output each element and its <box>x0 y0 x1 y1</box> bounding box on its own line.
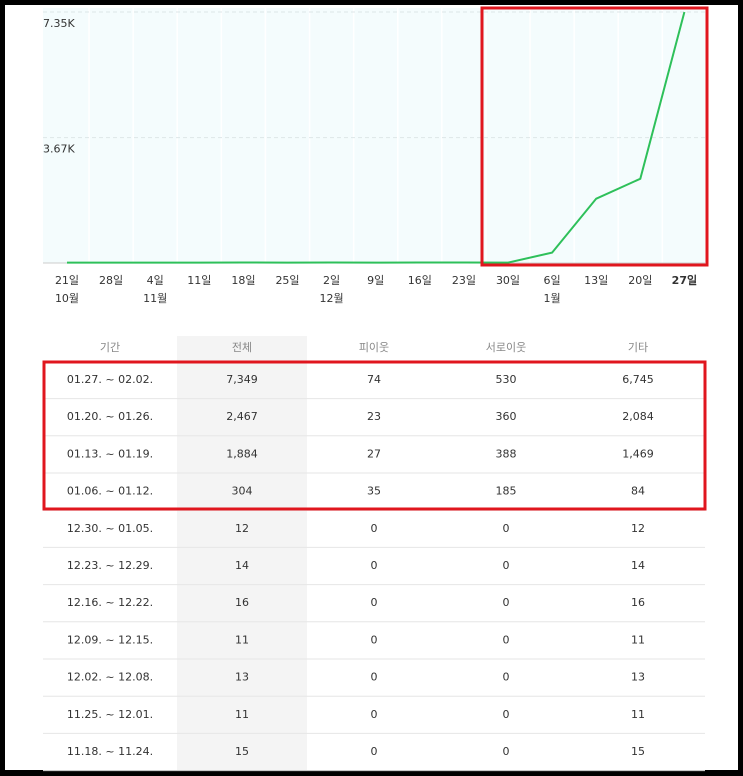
month-label: 11월 <box>143 292 167 305</box>
cell: 0 <box>371 559 378 572</box>
cell: 0 <box>371 745 378 758</box>
column-header: 기타 <box>628 341 648 354</box>
cell: 0 <box>371 708 378 721</box>
cell: 15 <box>631 745 645 758</box>
x-tick-label: 16일 <box>408 273 432 287</box>
x-tick-label: 21일 <box>55 273 79 287</box>
cell: 360 <box>496 410 517 423</box>
cell: 2,084 <box>622 410 654 423</box>
cell: 2,467 <box>226 410 258 423</box>
cell: 0 <box>503 633 510 646</box>
x-tick-label: 18일 <box>231 273 255 287</box>
cell: 12.23. ~ 12.29. <box>67 559 153 572</box>
cell: 13 <box>631 671 645 684</box>
cell: 11 <box>631 633 645 646</box>
cell: 12.09. ~ 12.15. <box>67 633 153 646</box>
cell: 388 <box>496 447 517 460</box>
data-line <box>67 11 686 264</box>
cell: 01.27. ~ 02.02. <box>67 373 153 386</box>
cell: 0 <box>503 522 510 535</box>
cell: 84 <box>631 485 645 498</box>
x-tick-label: 9일 <box>367 273 384 287</box>
x-tick-label: 11일 <box>187 273 211 287</box>
cell: 12.02. ~ 12.08. <box>67 671 153 684</box>
cell: 16 <box>631 596 645 609</box>
cell: 11.25. ~ 12.01. <box>67 708 153 721</box>
x-tick-label: 2일 <box>323 273 340 287</box>
x-tick-label: 25일 <box>275 273 299 287</box>
cell: 0 <box>503 671 510 684</box>
total-column-bg <box>177 336 307 770</box>
cell: 0 <box>371 522 378 535</box>
x-tick-label: 13일 <box>584 273 608 287</box>
column-header: 전체 <box>232 341 252 354</box>
cell: 16 <box>235 596 249 609</box>
cell: 23 <box>367 410 381 423</box>
column-header: 기간 <box>100 341 120 354</box>
cell: 14 <box>235 559 249 572</box>
cell: 6,745 <box>622 373 654 386</box>
cell: 1,469 <box>622 447 654 460</box>
cell: 35 <box>367 485 381 498</box>
y-tick-label: 3.67K <box>43 143 75 156</box>
cell: 14 <box>631 559 645 572</box>
x-tick-label: 28일 <box>99 273 123 287</box>
cell: 11 <box>235 708 249 721</box>
x-tick-label: 4일 <box>147 273 164 287</box>
month-label: 12월 <box>320 292 344 305</box>
cell: 0 <box>371 671 378 684</box>
cell: 13 <box>235 671 249 684</box>
highlight-box <box>480 6 709 267</box>
highlight-box <box>42 360 707 511</box>
cell: 01.20. ~ 01.26. <box>67 410 153 423</box>
cell: 11 <box>631 708 645 721</box>
cell: 74 <box>367 373 381 386</box>
chart: 3.67K 7.35K 21일 10월 28일 4일 11월 11일 18일 25일 2일 12월 9일… <box>43 8 708 305</box>
cell: 12.30. ~ 01.05. <box>67 522 153 535</box>
cell: 11.18. ~ 11.24. <box>67 745 153 758</box>
cell: 12.16. ~ 12.22. <box>67 596 153 609</box>
x-tick-label: 23일 <box>452 273 476 287</box>
cell: 304 <box>232 485 253 498</box>
cell: 11 <box>235 633 249 646</box>
cell: 185 <box>496 485 517 498</box>
cell: 530 <box>496 373 517 386</box>
cell: 12 <box>631 522 645 535</box>
cell: 7,349 <box>226 373 258 386</box>
cell: 01.13. ~ 01.19. <box>67 447 153 460</box>
y-tick-label: 7.35K <box>43 17 75 30</box>
column-header: 피이웃 <box>359 341 389 354</box>
cell: 15 <box>235 745 249 758</box>
cell: 27 <box>367 447 381 460</box>
cell: 0 <box>371 596 378 609</box>
x-tick-label: 30일 <box>496 273 520 287</box>
cell: 0 <box>503 745 510 758</box>
column-header: 서로이웃 <box>486 341 526 354</box>
table: 기간 전체 피이웃 서로이웃 기타 01.27. ~ 02.02. 7,349 74 530 6,… <box>43 341 705 772</box>
month-label: 1월 <box>544 292 561 305</box>
cell: 0 <box>371 633 378 646</box>
cell: 0 <box>503 596 510 609</box>
cell: 0 <box>503 708 510 721</box>
cell: 0 <box>503 559 510 572</box>
cell: 12 <box>235 522 249 535</box>
x-tick-label: 6일 <box>544 273 561 287</box>
plot-area <box>43 8 705 263</box>
cell: 1,884 <box>226 447 258 460</box>
cell: 01.06. ~ 01.12. <box>67 485 153 498</box>
x-tick-label: 20일 <box>628 273 652 287</box>
x-tick-label: 27일 <box>672 273 697 287</box>
month-label: 10월 <box>55 292 79 305</box>
